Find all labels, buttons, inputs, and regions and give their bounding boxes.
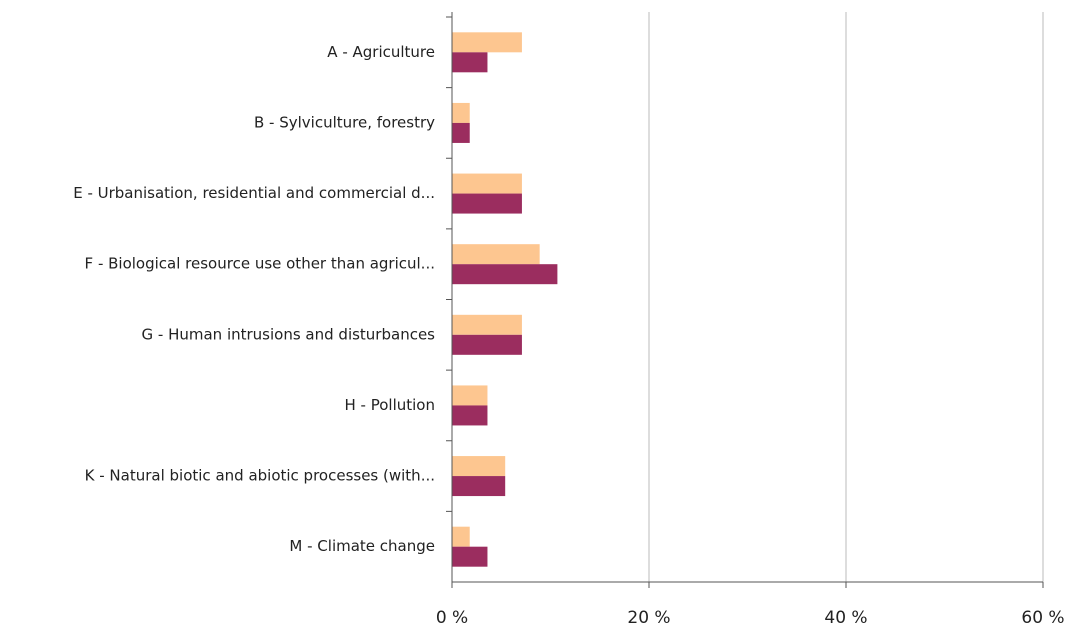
- x-tick-label: 40 %: [824, 608, 867, 628]
- bar: [452, 546, 488, 567]
- y-tick-label: H - Pollution: [345, 396, 436, 414]
- bar: [452, 526, 470, 547]
- bar: [452, 264, 558, 285]
- bar: [452, 456, 506, 477]
- bar: [452, 32, 522, 53]
- y-tick-label: K - Natural biotic and abiotic processes…: [85, 467, 435, 485]
- y-tick-label: M - Climate change: [289, 537, 435, 555]
- y-tick-label: F - Biological resource use other than a…: [85, 255, 435, 273]
- bar: [452, 193, 522, 214]
- bar: [452, 244, 540, 265]
- bar: [452, 385, 488, 406]
- y-tick-label: B - Sylviculture, forestry: [254, 113, 435, 131]
- y-tick-label: G - Human intrusions and disturbances: [142, 325, 436, 343]
- bar: [452, 173, 522, 194]
- bar: [452, 476, 506, 497]
- bar: [452, 314, 522, 335]
- bar: [452, 334, 522, 355]
- x-tick-label: 20 %: [627, 608, 670, 628]
- x-tick-label: 60 %: [1021, 608, 1064, 628]
- x-tick-label: 0 %: [436, 608, 468, 628]
- y-tick-label: E - Urbanisation, residential and commer…: [73, 184, 435, 202]
- y-tick-label: A - Agriculture: [327, 43, 435, 61]
- bar: [452, 52, 488, 73]
- bar: [452, 102, 470, 123]
- bar: [452, 405, 488, 426]
- bar: [452, 122, 470, 143]
